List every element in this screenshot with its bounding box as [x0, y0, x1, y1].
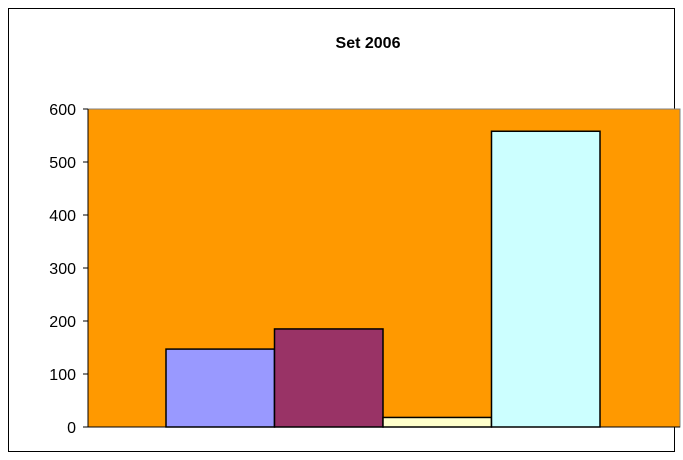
bar-series-3 — [382, 416, 493, 428]
bars — [165, 130, 601, 428]
bar-series-4 — [490, 130, 601, 428]
y-tick-label: 600 — [49, 102, 76, 119]
y-tick-label: 500 — [49, 155, 76, 172]
y-tick-label: 0 — [67, 420, 76, 437]
bar-series-2 — [273, 328, 384, 428]
y-tick-label: 400 — [49, 208, 76, 225]
chart-title: Set 2006 — [336, 35, 401, 52]
y-tick-label: 100 — [49, 367, 76, 384]
bar-series-1 — [165, 348, 276, 428]
y-tick-label: 300 — [49, 261, 76, 278]
y-tick-label: 200 — [49, 314, 76, 331]
